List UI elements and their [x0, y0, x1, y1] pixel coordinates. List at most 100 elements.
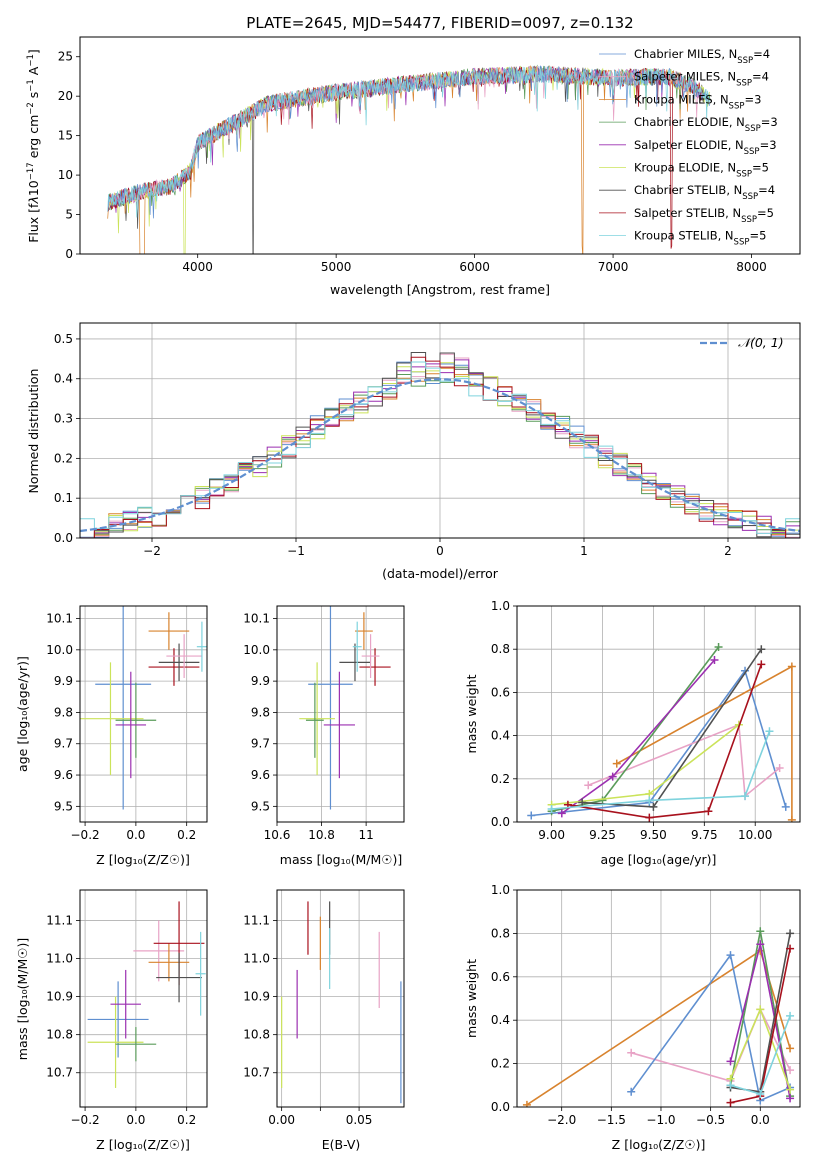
y-tick-label: 10.8 — [243, 1028, 270, 1042]
x-tick-label: 9.50 — [640, 828, 667, 842]
axes-frame — [516, 889, 801, 1108]
x-tick-label: 7000 — [598, 260, 629, 274]
x-axis-label: E(B-V) — [322, 1137, 361, 1152]
y-tick-label: 11.1 — [243, 913, 270, 927]
series-marker — [765, 727, 774, 736]
x-tick-label: 0.0 — [751, 1113, 770, 1127]
x-tick-label: −0.2 — [71, 828, 100, 842]
plot-area — [299, 606, 391, 810]
axes-frame — [79, 605, 208, 823]
x-tick-label: −2 — [143, 544, 161, 558]
y-tick-label: 11.1 — [46, 913, 73, 927]
y-axis-label: mass weight — [464, 674, 479, 753]
series-marker — [522, 1100, 531, 1107]
y-tick-label: 1.0 — [491, 883, 510, 897]
error-bar-point — [80, 662, 144, 776]
plot-area — [527, 643, 796, 822]
legend-entry: Kroupa ELODIE, NSSP=5 — [634, 161, 769, 180]
y-tick-label: 10.1 — [46, 612, 73, 626]
axes-frame — [516, 605, 801, 823]
y-tick-label: 9.7 — [54, 737, 73, 751]
x-tick-label: 0.0 — [126, 1113, 145, 1127]
weight-series — [522, 946, 795, 1107]
series-marker — [726, 951, 735, 960]
x-axis-label: wavelength [Angstrom, rest frame] — [330, 282, 550, 297]
y-tick-label: 10.7 — [46, 1066, 73, 1080]
series-marker — [578, 798, 587, 807]
series-marker — [786, 1011, 795, 1020]
x-tick-label: 0.00 — [268, 1113, 295, 1127]
x-tick-label: −1.5 — [597, 1113, 626, 1127]
weight-series — [726, 1005, 795, 1094]
series-marker — [726, 1081, 735, 1090]
error-bar-point — [87, 981, 149, 1058]
plot-area — [281, 901, 402, 1104]
series-marker — [714, 643, 723, 652]
series-marker — [608, 772, 617, 781]
error-bar-point — [115, 671, 147, 779]
axes-weight-vs-Z: −2.0 −1.5 −1.0 −0.5 0.0 0.0 0.2 0.4 0.6 0.8 1.0 Z [… — [464, 883, 801, 1152]
error-bar-point — [339, 643, 371, 682]
legend-entry: Salpeter ELODIE, NSSP=3 — [634, 138, 777, 157]
x-tick-label: −1.0 — [646, 1113, 675, 1127]
error-bar-point — [115, 682, 157, 758]
error-bar-point — [352, 621, 362, 672]
y-tick-label: 0.5 — [54, 332, 73, 346]
y-axis-label: mass weight — [464, 959, 479, 1038]
series-marker — [584, 781, 593, 790]
y-axis-label: age [log₁₀(age/yr)] — [15, 656, 30, 772]
error-bar-point — [87, 996, 144, 1088]
y-tick-label: 9.6 — [54, 768, 73, 782]
x-tick-label: 8000 — [736, 260, 767, 274]
error-bar-point — [305, 682, 324, 758]
x-axis-label: Z [log₁₀(Z/Z☉)] — [612, 1137, 706, 1152]
y-tick-label: 0.6 — [491, 685, 510, 699]
y-tick-label: 15 — [58, 129, 73, 143]
error-bar-point — [359, 648, 391, 686]
normal-curve — [80, 378, 800, 533]
y-tick-label: 10.0 — [243, 643, 270, 657]
x-tick-label: 9.75 — [691, 828, 718, 842]
series-marker — [786, 1066, 795, 1075]
x-tick-label: 4000 — [182, 260, 213, 274]
x-tick-label: 0.2 — [177, 828, 196, 842]
weight-series — [578, 645, 766, 811]
axes-age-vs-mass: 10.6 10.8 11 9.5 9.6 9.7 9.8 9.9 10.0 10.1 mass [l… — [243, 605, 405, 867]
series-marker — [527, 811, 536, 820]
weight-series — [547, 643, 723, 816]
y-tick-label: 9.5 — [54, 799, 73, 813]
series-marker — [757, 660, 766, 669]
axes-weight-vs-age: 9.00 9.25 9.50 9.75 10.00 0.0 0.2 0.4 0.6 0.8 1.0 a… — [464, 599, 801, 867]
legend-entry: Chabrier MILES, NSSP=4 — [634, 47, 770, 66]
axes-frame — [276, 605, 405, 823]
series-line — [526, 949, 791, 1106]
y-tick-label: 0.8 — [491, 642, 510, 656]
plot-area — [107, 64, 711, 254]
error-bar-point — [110, 969, 141, 1039]
y-tick-label: 0.0 — [491, 815, 510, 829]
spectrum-series — [107, 65, 711, 218]
series-marker — [756, 1005, 765, 1014]
series-marker — [786, 929, 795, 938]
y-tick-label: 5 — [65, 208, 73, 222]
error-bar-point — [308, 606, 353, 810]
series-line — [551, 646, 720, 812]
error-bar-point — [148, 648, 200, 686]
x-tick-label: 0.05 — [346, 1113, 373, 1127]
y-tick-label: 0.0 — [54, 531, 73, 545]
series-marker — [775, 764, 784, 772]
y-tick-label: 10 — [58, 168, 73, 182]
legend-entry: 𝒩(0, 1) — [738, 335, 784, 350]
series-marker — [627, 1048, 636, 1057]
series-marker — [781, 802, 790, 811]
series-marker — [726, 1098, 735, 1107]
x-tick-label: −2.0 — [547, 1113, 576, 1127]
y-axis-label: Normed distribution — [26, 369, 41, 494]
series-marker — [787, 815, 796, 822]
x-tick-label: 1 — [580, 544, 588, 558]
y-tick-label: 10.1 — [243, 612, 270, 626]
error-bar-point — [158, 643, 200, 682]
histogram-series — [80, 356, 800, 538]
x-tick-label: 10.6 — [264, 828, 291, 842]
x-tick-label: 5000 — [321, 260, 352, 274]
